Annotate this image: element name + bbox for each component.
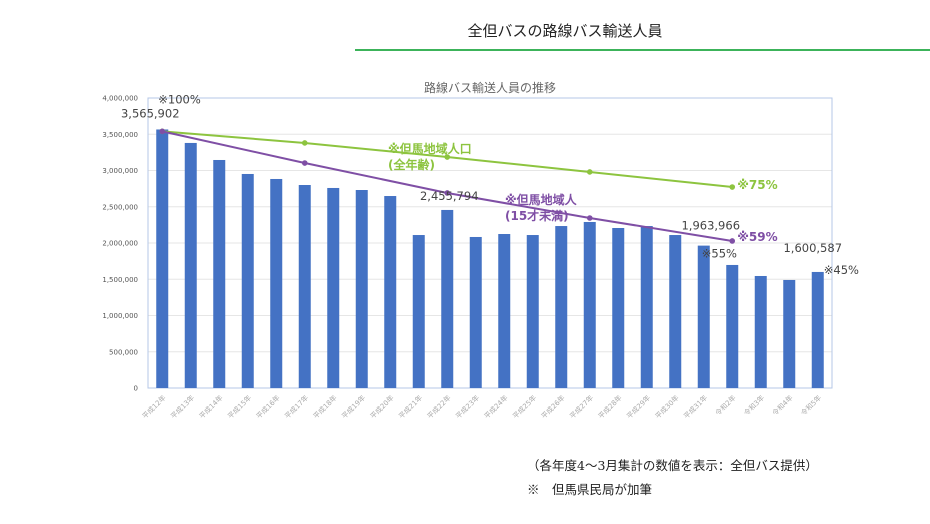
source-note: （各年度4～3月集計の数値を表示：全但バス提供） [527,458,818,473]
line-point [586,169,593,175]
x-tick-label: 令和2年 [713,393,737,417]
plot-area-border [147,97,833,389]
data-label: 1,600,587 [783,241,842,255]
bar [441,209,454,388]
line-point [444,190,451,196]
page-title: 全但バスの路線バス輸送人員 [467,22,663,40]
x-tick-label: 平成12年 [140,393,168,421]
series-label: ※但馬地域人口 [388,141,472,156]
x-tick-label: 平成31年 [682,393,710,421]
x-tick-label: 令和4年 [770,393,794,417]
line-end-label: ※75% [737,178,777,192]
annotation-note: ※ 但馬県民局が加筆 [527,482,653,497]
x-tick-label: 平成22年 [425,393,453,421]
data-label-percent: ※55% [702,247,737,261]
x-tick-label: 令和3年 [742,393,766,417]
x-tick-label: 平成13年 [169,393,197,421]
title-divider [355,49,930,51]
x-tick-label: 平成23年 [454,393,482,421]
line-point [301,160,308,166]
line-point [729,184,736,190]
bar [783,279,796,388]
bar [213,159,226,388]
bar [640,226,653,388]
series-label: (15才未満) [505,208,569,223]
x-tick-label: 平成28年 [596,393,624,421]
bar [241,173,254,388]
x-tick-label: 平成26年 [539,393,567,421]
bar [669,235,682,388]
bar [526,235,539,388]
bar [726,264,739,388]
line-point [159,128,166,135]
bar [184,142,197,388]
x-tick-label: 平成25年 [511,393,539,421]
bar [754,275,767,388]
bar [555,226,568,388]
y-tick-label: 1,000,000 [102,312,138,320]
series-label: ※但馬地域人 [505,192,578,207]
bar [811,271,824,388]
x-tick-label: 平成19年 [340,393,368,421]
bar [384,196,397,388]
y-tick-label: 2,000,000 [102,240,138,248]
line-end-label: ※59% [737,230,777,244]
x-tick-label: 平成29年 [625,393,653,421]
line-point [444,154,451,160]
bar [156,129,169,388]
line-point [301,140,308,146]
data-label-percent: ※45% [824,263,859,277]
bar [270,178,283,388]
series-label: (全年齢) [388,157,435,172]
bar [327,187,340,388]
x-tick-label: 平成30年 [653,393,681,421]
y-tick-label: 3,000,000 [102,167,138,175]
x-tick-label: 平成18年 [311,393,339,421]
x-tick-label: 平成17年 [283,393,311,421]
x-tick-label: 平成16年 [254,393,282,421]
bar [498,234,511,388]
bar [583,221,596,388]
bar [412,235,425,388]
bar [469,236,482,388]
x-tick-label: 令和5年 [799,393,823,417]
y-tick-label: 4,000,000 [102,95,138,103]
line-point [729,238,736,244]
y-tick-label: 0 [134,385,138,393]
x-tick-label: 平成27年 [568,393,596,421]
bar [298,185,311,388]
data-label: 1,963,966 [681,219,740,233]
data-label: 3,565,902 [121,106,180,120]
chart-title: 路線バス輸送人員の推移 [424,80,556,95]
data-label: 2,455,794 [420,189,479,203]
y-tick-label: 1,500,000 [102,276,138,284]
x-tick-label: 平成21年 [397,393,425,421]
data-label-percent: ※100% [158,92,201,106]
x-tick-label: 平成24年 [482,393,510,421]
bar [355,190,368,388]
x-tick-label: 平成15年 [226,393,254,421]
bar [612,227,625,388]
x-tick-label: 平成20年 [368,393,396,421]
y-tick-label: 2,500,000 [102,203,138,211]
x-tick-label: 平成14年 [197,393,225,421]
y-tick-label: 500,000 [109,348,138,356]
line-point [586,215,593,221]
bar [697,245,710,388]
y-tick-label: 3,500,000 [102,131,138,139]
